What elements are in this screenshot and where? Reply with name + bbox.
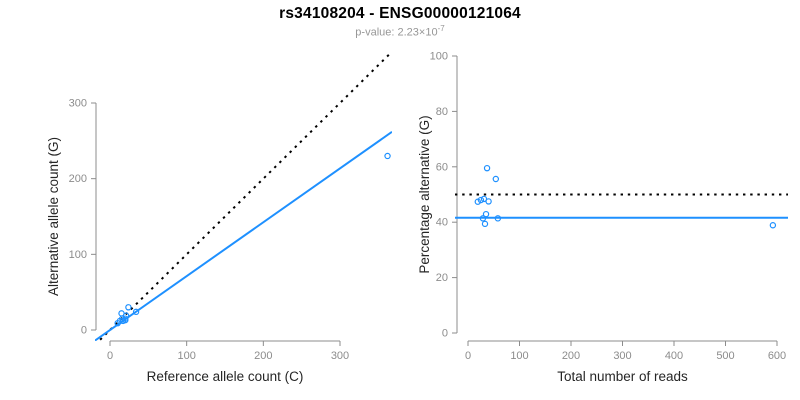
figure-subtitle: p-value: 2.23×10-7 [0,24,800,39]
data-point [474,198,481,205]
x-tick-label: 200 [562,350,580,362]
data-point [483,164,491,172]
right-x-axis-title: Total number of reads [557,369,688,384]
data-point [480,195,488,203]
left-points [114,152,391,327]
x-tick-label: 100 [510,350,528,362]
left-y-axis-title: Alternative allele count (G) [46,137,61,296]
right-tick-labels: 0 20 40 60 80 100 0 100 200 300 400 500 600 [430,51,787,363]
x-tick-label: 600 [768,350,786,362]
data-point [492,175,500,183]
left-x-axis-title: Reference allele count (C) [147,369,304,384]
x-tick-label: 0 [107,350,113,362]
data-point [122,316,129,324]
right-lines [455,193,788,219]
x-tick-label: 400 [665,350,683,362]
x-tick-label: 0 [465,350,471,362]
left-tick-labels: 0 100 200 300 0 100 200 300 [69,98,350,363]
y-tick-label: 0 [81,325,87,337]
y-tick-label: 100 [69,249,87,261]
y-tick-label: 300 [69,98,87,110]
x-tick-label: 300 [331,350,349,362]
data-point [481,220,489,228]
y-tick-label: 60 [436,161,448,173]
data-point [384,152,391,160]
right-axes [452,55,778,346]
identity-line [97,53,392,341]
figure-title: rs34108204 - ENSG00000121064 [279,5,521,22]
left-axes [91,102,341,346]
fit-line [95,131,392,341]
x-tick-label: 200 [254,350,272,362]
right-y-axis-title: Percentage alternative (G) [417,115,432,273]
y-tick-label: 100 [430,51,448,63]
data-point [769,222,777,229]
y-tick-label: 200 [69,173,87,185]
right-points [474,164,777,229]
pvalue-text: p-value: 2.23×10 [355,26,438,39]
right-plot: 0 20 40 60 80 100 0 100 200 300 400 500 600 Total num… [417,51,788,384]
data-point [494,215,502,222]
data-point [125,304,132,311]
x-tick-label: 100 [177,350,195,362]
data-point [477,196,485,204]
y-tick-label: 40 [436,217,448,229]
data-point [482,210,490,218]
x-tick-label: 300 [613,350,631,362]
y-tick-label: 0 [442,328,448,340]
data-point [479,215,487,222]
y-tick-label: 20 [436,272,448,284]
x-tick-label: 500 [716,350,734,362]
data-point [485,198,492,205]
left-plot: 0 100 200 300 0 100 200 300 Reference allele cou… [46,53,392,384]
data-point [132,308,140,316]
left-lines [95,53,392,341]
pvalue-exponent: -7 [437,24,445,33]
y-tick-label: 80 [436,106,448,118]
